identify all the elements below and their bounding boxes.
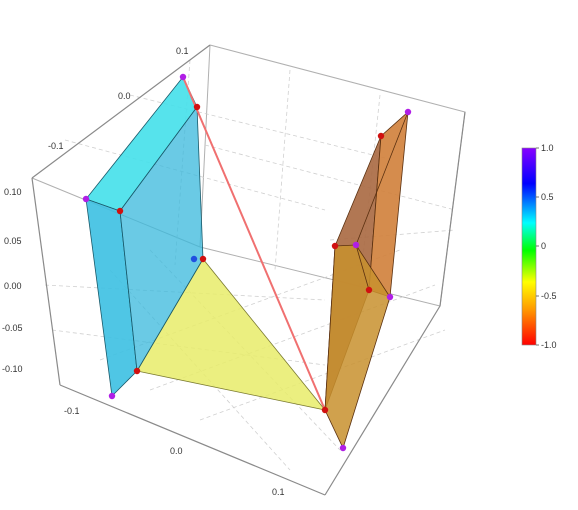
point-right-top-front bbox=[404, 108, 412, 116]
x-axis-ticks: -0.1 0.0 0.1 bbox=[64, 406, 285, 497]
z-tick: 0.00 bbox=[4, 281, 22, 291]
point-right-inner-mid bbox=[331, 242, 339, 250]
connector-line bbox=[182, 76, 326, 411]
point-right-inner-low bbox=[365, 286, 373, 294]
colorbar-legend: 1.0 0.5 0 -0.5 -1.0 bbox=[521, 143, 557, 350]
x-tick: 0.0 bbox=[170, 446, 183, 456]
point-right-bottom bbox=[339, 444, 347, 452]
point-left-inner-mid bbox=[199, 255, 207, 263]
z-tick: -0.10 bbox=[2, 364, 23, 374]
point-right-inner-top bbox=[377, 132, 385, 140]
point-left-inner-blue bbox=[190, 255, 198, 263]
point-triangle-bottom-left bbox=[133, 367, 141, 375]
z-tick: -0.05 bbox=[2, 323, 23, 333]
colorbar-label: -1.0 bbox=[541, 340, 557, 350]
left-panel bbox=[85, 76, 204, 397]
point-right-mid bbox=[352, 241, 360, 249]
point-right-mid-low bbox=[386, 293, 394, 301]
point-left-bottom-front bbox=[108, 392, 116, 400]
right-panel bbox=[324, 111, 409, 450]
y-tick: -0.1 bbox=[48, 141, 64, 151]
colorbar-label: 0 bbox=[541, 241, 546, 251]
colorbar-label: -0.5 bbox=[541, 291, 557, 301]
z-tick: 0.05 bbox=[4, 236, 22, 246]
x-tick: -0.1 bbox=[64, 406, 80, 416]
y-axis-ticks: 0.1 0.0 -0.1 bbox=[48, 46, 189, 151]
colorbar-gradient bbox=[521, 147, 537, 346]
point-left-top-front bbox=[82, 195, 90, 203]
point-left-top-back bbox=[179, 73, 187, 81]
box-front bbox=[31, 44, 466, 496]
z-axis-ticks: 0.10 0.05 0.00 -0.05 -0.10 bbox=[2, 187, 23, 374]
x-tick: 0.1 bbox=[272, 487, 285, 497]
right-panel-lower bbox=[324, 244, 391, 450]
colorbar-label: 1.0 bbox=[541, 143, 554, 153]
colorbar-label: 0.5 bbox=[541, 192, 554, 202]
y-tick: 0.1 bbox=[176, 46, 189, 56]
data-points bbox=[82, 73, 412, 452]
point-left-inner-front bbox=[116, 207, 124, 215]
y-tick: 0.0 bbox=[118, 91, 131, 101]
point-left-inner-top bbox=[193, 103, 201, 111]
z-tick: 0.10 bbox=[4, 187, 22, 197]
point-triangle-right bbox=[321, 406, 329, 414]
